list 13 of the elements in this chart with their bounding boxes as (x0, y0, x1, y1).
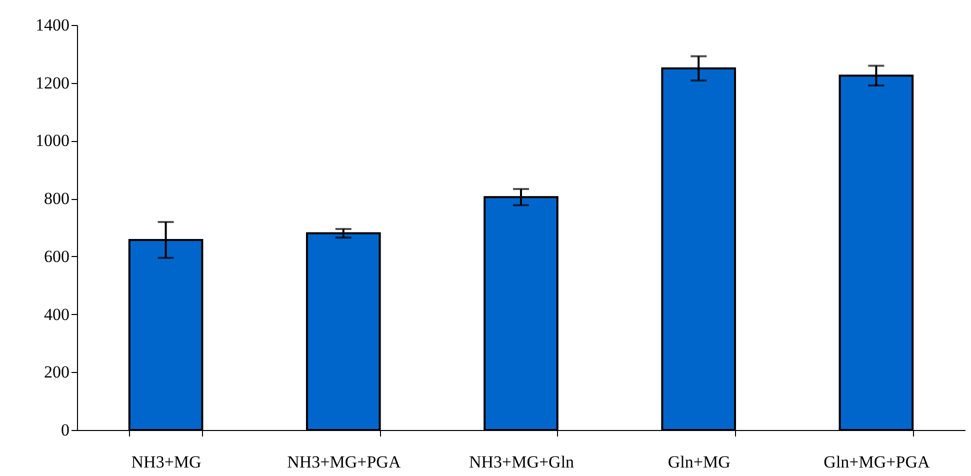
y-tick-label: 1000 (36, 131, 70, 150)
y-tick-label: 800 (44, 189, 70, 208)
y-tick-label: 0 (61, 420, 70, 440)
x-tick-label: NH3+MG+PGA (287, 452, 402, 472)
x-tick-label: NH3+MG+Gln (468, 452, 575, 472)
x-tick-label: NH3+MG (131, 452, 202, 472)
y-tick-label: 1200 (36, 73, 70, 92)
y-tick-label: 200 (44, 362, 70, 382)
y-tick-label: 1400 (36, 16, 70, 34)
y-tick-label: 400 (44, 304, 70, 324)
x-tick-label: Gln+MG+PGA (824, 452, 930, 472)
x-tick-label: Gln+MG (668, 452, 730, 472)
y-tick-label: 600 (44, 246, 70, 266)
